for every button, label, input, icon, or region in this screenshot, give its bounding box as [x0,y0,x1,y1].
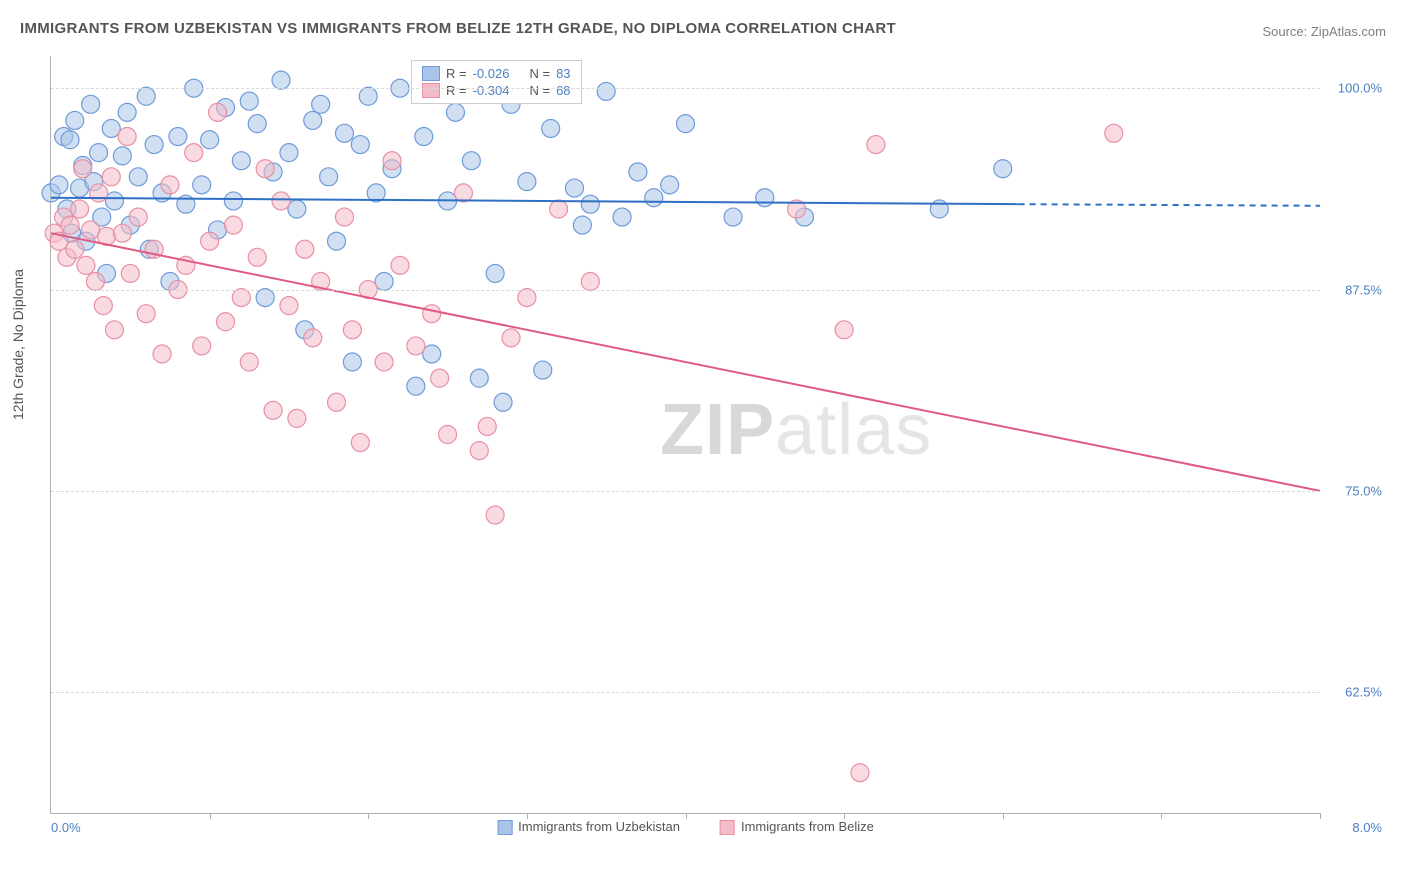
x-tick [1003,813,1004,819]
source-attribution: Source: ZipAtlas.com [1262,24,1386,39]
chart-svg [51,56,1320,813]
legend-swatch-bottom-2 [720,820,735,835]
x-axis-max-label: 8.0% [1352,820,1382,835]
r-label: R = [446,66,467,81]
legend-swatch-bottom-1 [497,820,512,835]
legend-stats-row-2: R = -0.304 N = 68 [422,82,571,99]
y-tick-label: 100.0% [1327,81,1382,96]
x-tick [686,813,687,819]
x-tick [1161,813,1162,819]
plot-area: ZIPatlas R = -0.026 N = 83 R = -0.304 N … [50,56,1320,814]
n-value-2: 68 [556,83,570,98]
legend-bottom: Immigrants from Uzbekistan Immigrants fr… [497,819,874,835]
n-label: N = [529,83,550,98]
x-tick [844,813,845,819]
x-tick [527,813,528,819]
legend-label-2: Immigrants from Belize [741,819,874,834]
x-tick [210,813,211,819]
legend-stats: R = -0.026 N = 83 R = -0.304 N = 68 [411,60,582,104]
r-value-2: -0.304 [473,83,510,98]
chart-title: IMMIGRANTS FROM UZBEKISTAN VS IMMIGRANTS… [20,20,896,37]
legend-stats-row-1: R = -0.026 N = 83 [422,65,571,82]
x-tick [368,813,369,819]
n-value-1: 83 [556,66,570,81]
legend-swatch-2 [422,83,440,98]
source-link[interactable]: ZipAtlas.com [1311,24,1386,39]
legend-item-1: Immigrants from Uzbekistan [497,819,680,835]
gridline-h [51,491,1320,492]
gridline-h [51,290,1320,291]
y-axis-label: 12th Grade, No Diploma [10,269,26,420]
gridline-h [51,88,1320,89]
y-tick-label: 62.5% [1327,685,1382,700]
plot-wrapper: ZIPatlas R = -0.026 N = 83 R = -0.304 N … [50,56,1386,844]
source-prefix: Source: [1262,24,1310,39]
gridline-h [51,692,1320,693]
r-label: R = [446,83,467,98]
legend-swatch-1 [422,66,440,81]
y-tick-label: 87.5% [1327,282,1382,297]
n-label: N = [529,66,550,81]
r-value-1: -0.026 [473,66,510,81]
y-tick-label: 75.0% [1327,483,1382,498]
legend-label-1: Immigrants from Uzbekistan [518,819,680,834]
x-tick [1320,813,1321,819]
legend-item-2: Immigrants from Belize [720,819,874,835]
x-axis-min-label: 0.0% [51,820,81,835]
